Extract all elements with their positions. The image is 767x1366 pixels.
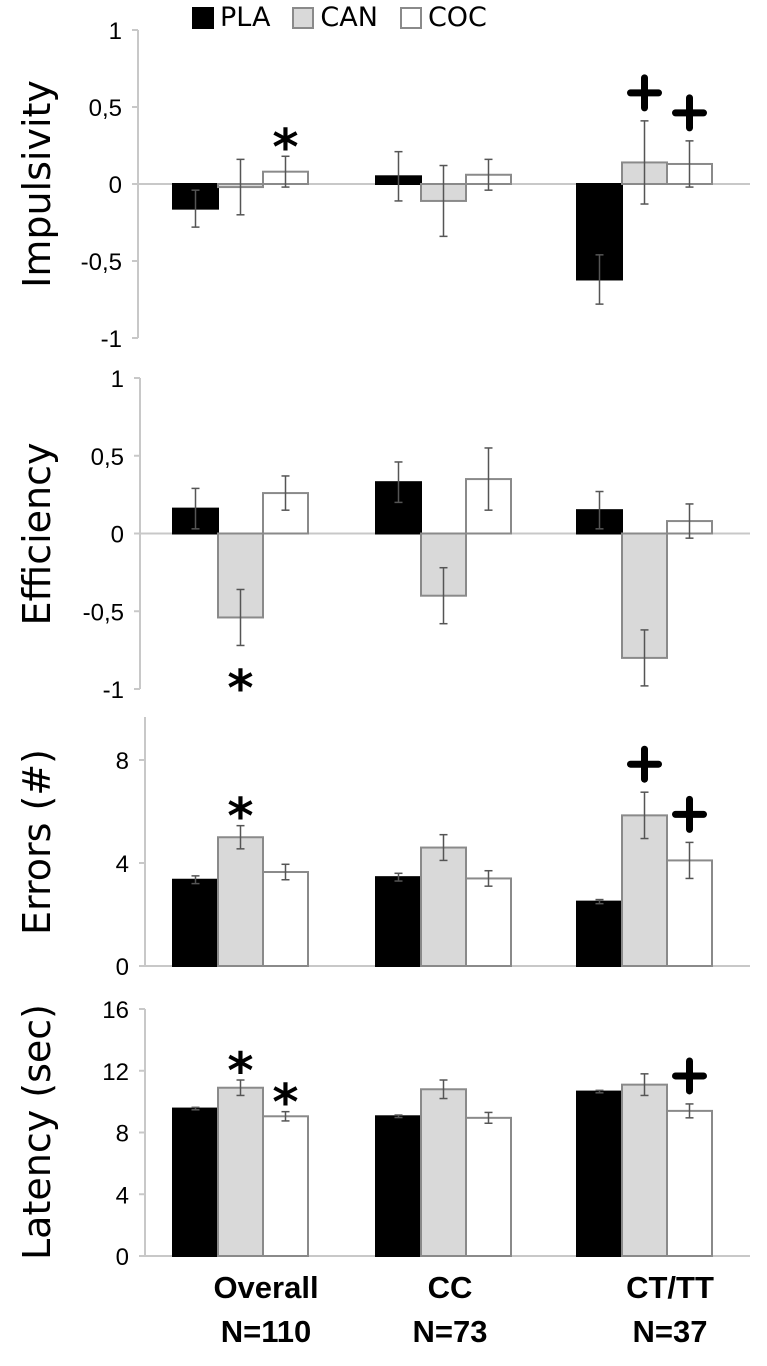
y-tick-label: 16: [102, 997, 129, 1024]
legend-item-can: CAN: [292, 2, 378, 33]
bar-coc: [465, 877, 512, 968]
bar-pla: [576, 1090, 623, 1257]
bar-pla: [172, 878, 219, 967]
y-tick-label: 4: [116, 851, 129, 878]
bar-coc: [262, 871, 309, 968]
y-tick-label: 8: [116, 748, 129, 775]
significance-asterisk-marker: *: [272, 1074, 298, 1132]
legend-swatch-coc: [399, 6, 422, 29]
y-tick-label: 0,5: [89, 95, 122, 122]
y-tick-label: 0: [116, 1244, 129, 1271]
panel-efficiency: 1 0,5 0 -0,5 -1 Efficiency *: [15, 366, 750, 717]
group-name: CC: [427, 1270, 473, 1305]
bar-pla: [576, 900, 623, 967]
y-tick-label: 0: [109, 172, 122, 199]
significance-asterisk-marker: *: [272, 118, 298, 176]
panel-latency-sec: 16 12 8 4 0 Latency (sec) * *: [15, 997, 750, 1271]
significance-plus-marker: [627, 745, 662, 783]
y-tick-label: -1: [103, 677, 124, 704]
significance-asterisk-marker: *: [227, 788, 253, 846]
panel-impulsivity: 1 0,5 0 -0,5 -1 Impulsivity *: [15, 18, 750, 353]
y-axis-label: Impulsivity: [15, 80, 59, 288]
bar-can: [217, 532, 264, 619]
y-axis-label: Efficiency: [15, 442, 59, 625]
legend-label-pla: PLA: [220, 2, 271, 33]
y-tick-label: 1: [109, 18, 122, 45]
y-axis-label: Latency (sec): [15, 1004, 59, 1260]
y-tick-label: 4: [116, 1182, 129, 1209]
significance-plus-marker: [627, 74, 662, 112]
y-tick-label: 8: [116, 1121, 129, 1148]
bar-can: [420, 1088, 467, 1258]
significance-plus-marker: [672, 795, 707, 833]
legend-label-can: CAN: [320, 2, 378, 33]
bar-pla: [375, 481, 422, 535]
chart-legend: PLA CAN COC: [192, 2, 487, 33]
legend-label-coc: COC: [427, 2, 487, 33]
bar-pla: [375, 1115, 422, 1258]
bar-coc: [465, 1116, 512, 1257]
bar-can: [420, 846, 467, 967]
group-n: N=37: [632, 1314, 708, 1349]
bar-pla: [375, 876, 422, 967]
y-tick-label: 12: [102, 1059, 129, 1086]
y-tick-label: 0: [111, 522, 124, 549]
legend-item-pla: PLA: [192, 2, 270, 33]
y-tick-label: 0: [116, 954, 129, 981]
y-tick-label: 0,5: [91, 444, 124, 471]
group-name: CT/TT: [626, 1270, 714, 1305]
bar-can: [621, 1083, 668, 1258]
y-tick-label: -0,5: [81, 249, 122, 276]
x-label-ct-tt: CT/TT N=37: [590, 1266, 750, 1354]
y-tick-label: -0,5: [83, 599, 124, 626]
group-n: N=73: [412, 1314, 488, 1349]
legend-swatch-pla: [192, 6, 214, 29]
y-tick-label: -1: [101, 326, 122, 353]
x-label-cc: CC N=73: [370, 1266, 530, 1354]
bar-pla: [172, 1107, 219, 1258]
bar-coc: [666, 1109, 713, 1257]
bar-coc: [262, 1115, 309, 1258]
legend-item-coc: COC: [399, 2, 487, 33]
bar-can: [217, 1086, 264, 1257]
y-tick-label: 1: [111, 366, 124, 393]
significance-plus-marker: [672, 1057, 707, 1095]
significance-asterisk-marker: *: [227, 1042, 253, 1100]
legend-swatch-can: [292, 6, 315, 29]
group-name: Overall: [213, 1270, 319, 1305]
significance-asterisk-marker: *: [227, 659, 253, 717]
bar-can: [217, 836, 264, 967]
panel-errors: 8 4 0 Errors (#) *: [15, 717, 750, 981]
x-label-overall: Overall N=110: [186, 1266, 346, 1354]
y-axis-label: Errors (#): [15, 749, 59, 935]
group-n: N=110: [220, 1314, 312, 1349]
significance-plus-marker: [672, 94, 707, 132]
